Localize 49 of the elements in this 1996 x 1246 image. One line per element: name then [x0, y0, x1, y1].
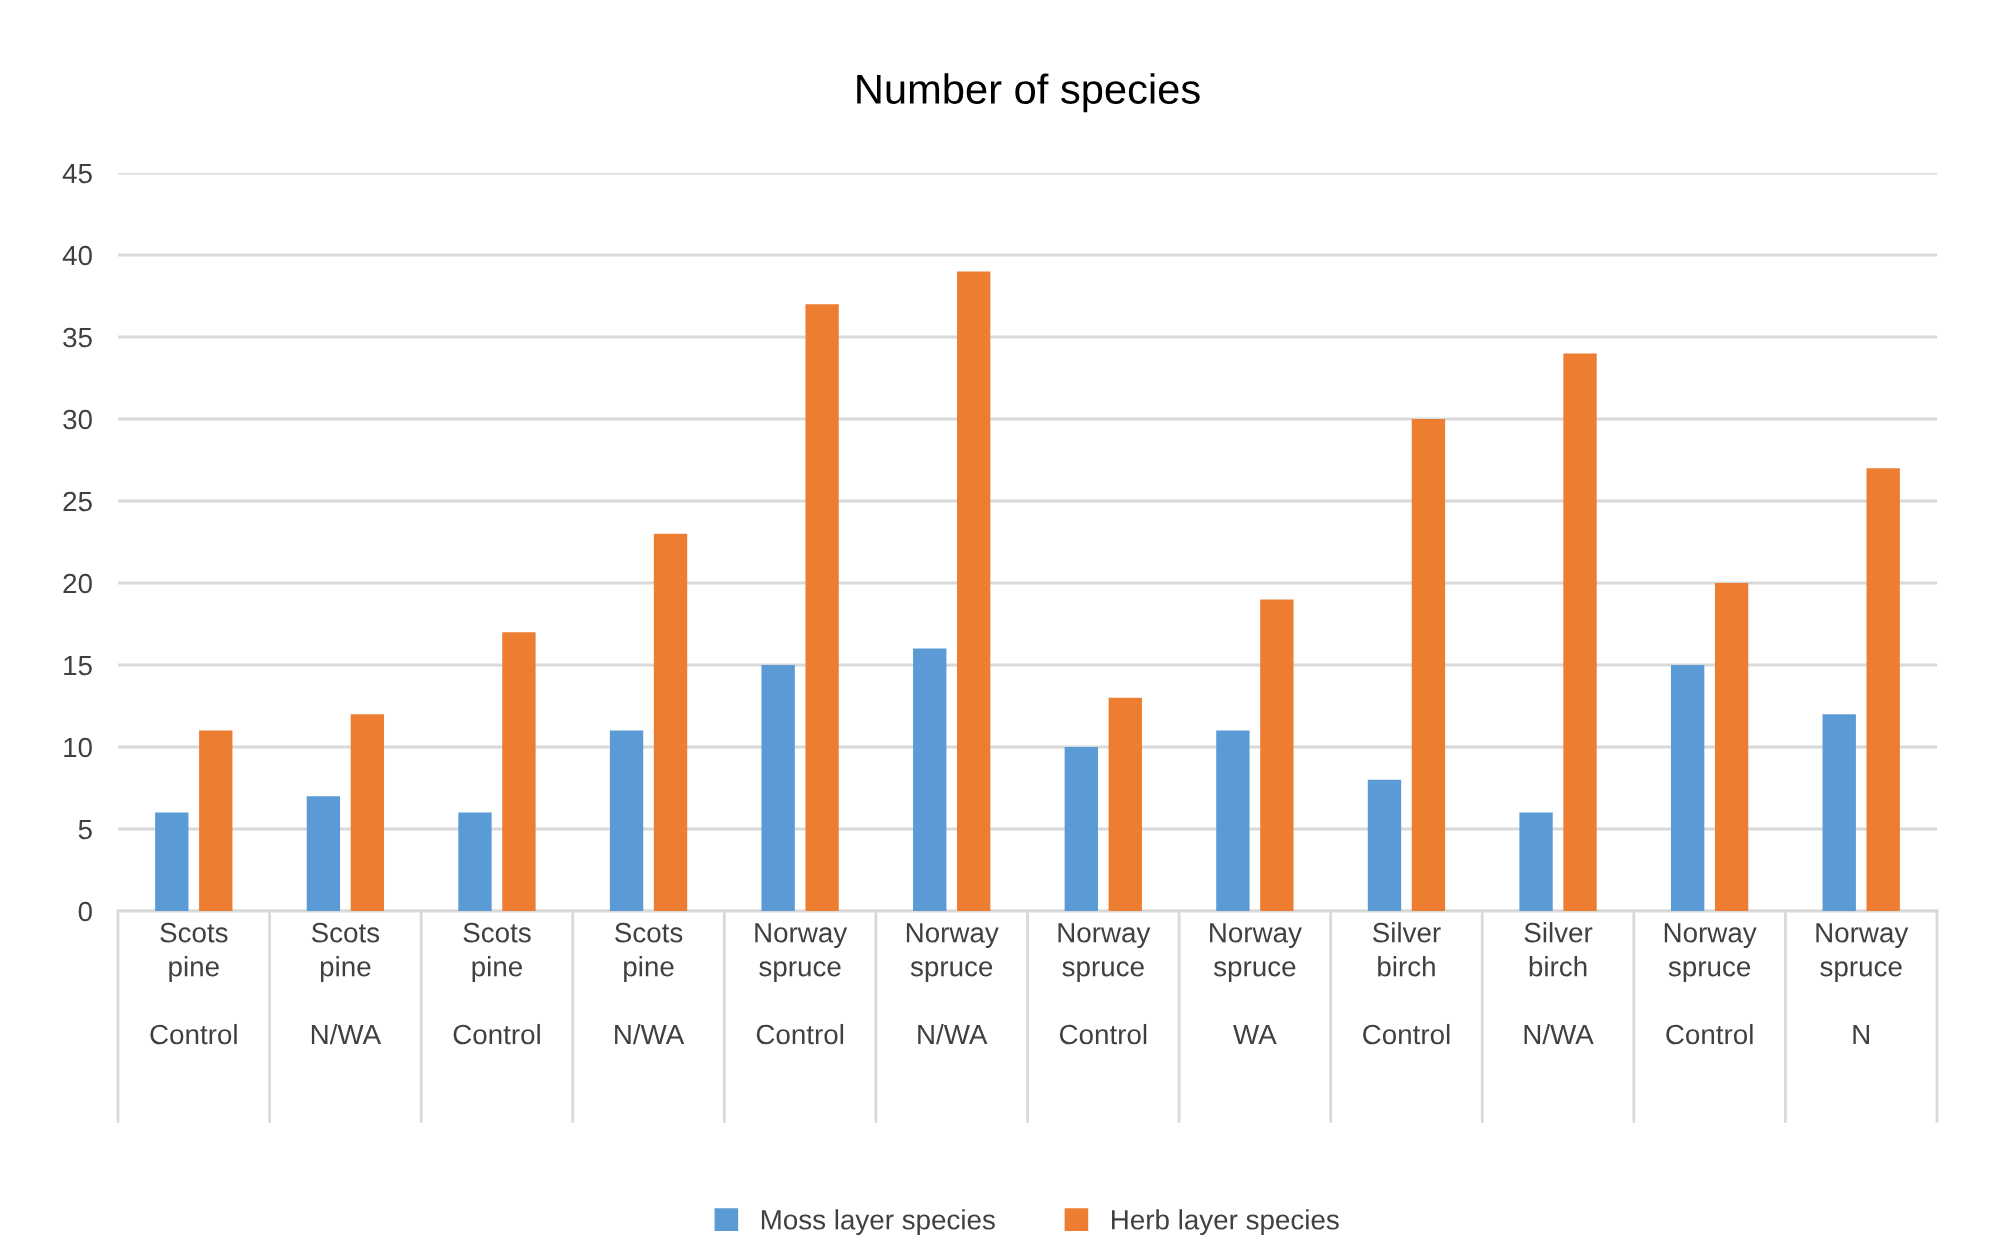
- category-label: Norway spruce Control: [755, 923, 848, 1045]
- bar: [1714, 583, 1749, 911]
- category-label: Silver birch N/WA: [1524, 922, 1594, 1045]
- bar: [1108, 697, 1142, 911]
- y-tick-label: 10: [64, 737, 92, 758]
- bar: [1519, 812, 1553, 911]
- bar: [957, 271, 991, 911]
- bar: [1411, 419, 1446, 911]
- bar: [1822, 714, 1856, 911]
- bar: [306, 796, 341, 911]
- bar: [502, 632, 536, 911]
- y-tick-label: 0: [78, 901, 92, 922]
- category-label: Scots pine Control: [150, 922, 237, 1045]
- bar: [155, 812, 189, 911]
- legend-label: Moss layer species: [761, 1209, 995, 1236]
- bar: [1367, 779, 1402, 911]
- bar: [458, 812, 492, 911]
- bar: [913, 648, 947, 911]
- legend-label: Herb layer species: [1112, 1209, 1339, 1236]
- bar: [1260, 599, 1294, 911]
- category-label: Scots pine N/WA: [615, 922, 685, 1045]
- bar: [761, 665, 795, 911]
- category-label: Scots pine N/WA: [311, 922, 382, 1045]
- bar: [1216, 730, 1250, 911]
- y-tick-label: 25: [63, 491, 92, 512]
- y-tick-label: 30: [63, 409, 92, 430]
- category-label: Norway spruce N: [1816, 923, 1909, 1045]
- category-label: Norway spruce N/WA: [906, 923, 999, 1045]
- y-tick-label: 15: [64, 655, 92, 676]
- bar: [1064, 747, 1098, 911]
- bar: [350, 714, 385, 911]
- bar: [1670, 665, 1705, 911]
- bar: [805, 304, 839, 911]
- y-tick-label: 40: [62, 245, 92, 266]
- bar: [199, 730, 233, 911]
- category-label: Silver birch Control: [1363, 922, 1450, 1045]
- y-tick-label: 45: [62, 163, 92, 184]
- chart-title: Number of species: [857, 73, 1200, 113]
- category-label: Norway spruce Control: [1058, 923, 1151, 1045]
- category-label: Scots pine Control: [453, 922, 540, 1045]
- category-label: Norway spruce WA: [1210, 923, 1302, 1045]
- bar: [609, 730, 644, 911]
- bar: [1563, 353, 1597, 911]
- bar: [1866, 468, 1900, 911]
- y-tick-label: 5: [78, 819, 92, 840]
- y-tick-label: 35: [63, 327, 92, 348]
- category-label: Norway spruce Control: [1664, 923, 1757, 1045]
- y-tick-label: 20: [63, 573, 92, 594]
- bar: [653, 533, 688, 911]
